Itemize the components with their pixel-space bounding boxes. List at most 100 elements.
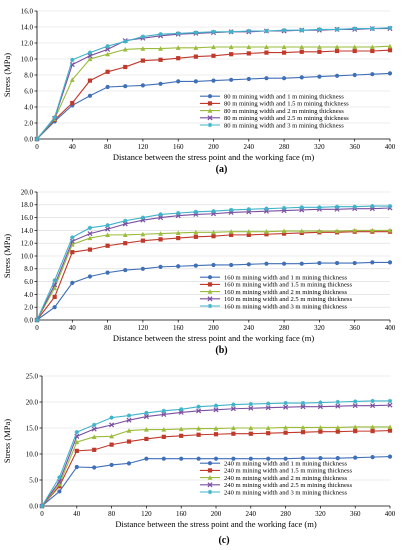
y-tick-label: 6.0 (24, 278, 33, 286)
y-tick-label: 4.0 (24, 103, 33, 111)
data-point (122, 232, 128, 237)
y-tick-label: 0.0 (24, 135, 33, 143)
data-point (158, 57, 163, 62)
data-point (196, 426, 201, 431)
x-tick-label: 320 (314, 324, 325, 332)
legend-marker (207, 461, 213, 466)
data-point (158, 264, 163, 269)
data-point (300, 456, 306, 461)
y-tick-label: 0.0 (24, 316, 33, 324)
data-point (353, 455, 358, 460)
data-point (140, 215, 145, 220)
data-point (281, 44, 287, 50)
data-point (69, 77, 75, 82)
data-point (123, 39, 128, 44)
data-point (158, 46, 163, 51)
x-tick-label: 200 (208, 143, 219, 151)
data-point (158, 32, 163, 37)
data-point (334, 27, 340, 32)
data-point (300, 404, 306, 410)
data-point (92, 422, 97, 427)
data-point (246, 232, 251, 237)
data-point (140, 46, 146, 51)
data-point (92, 447, 97, 452)
data-point (299, 205, 304, 210)
legend-entry: 160 m mining width and 1 m mining thickn… (224, 275, 348, 282)
legend-entry: 240 m mining width and 2 m mining thickn… (224, 475, 348, 482)
data-point (161, 408, 166, 413)
x-tick-label: 280 (279, 324, 290, 332)
data-point (370, 398, 375, 404)
data-point (246, 229, 252, 234)
legend-entry: 160 m mining width and 2.5 m mining thic… (224, 296, 352, 303)
x-tick-label: 400 (385, 510, 396, 518)
data-point (318, 456, 323, 461)
data-point (265, 405, 271, 411)
data-point (318, 429, 323, 434)
data-point (213, 456, 219, 461)
data-point (231, 456, 236, 461)
x-tick-label: 40 (73, 510, 81, 518)
y-tick-label: 8.0 (24, 265, 33, 273)
legend-entry: 240 m mining width and 1 m mining thickn… (224, 461, 348, 468)
data-point (335, 399, 340, 405)
data-point (193, 79, 198, 84)
data-point (87, 274, 93, 279)
data-point (105, 243, 110, 248)
data-point (335, 456, 340, 461)
data-point (370, 48, 375, 54)
data-point (105, 270, 110, 275)
legend-entry: 80 m mining width and 2.5 m mining thick… (224, 115, 349, 122)
y-tick-label: 20.0 (21, 188, 34, 196)
data-point (211, 78, 216, 83)
x-tick-label: 80 (104, 143, 112, 151)
data-point (105, 44, 110, 49)
x-tick-label: 240 (244, 324, 255, 332)
data-point (176, 31, 181, 36)
data-point (34, 136, 40, 142)
data-point (299, 44, 305, 50)
x-tick-label: 280 (279, 143, 290, 151)
x-tick-label: 360 (350, 510, 361, 518)
data-point (176, 79, 181, 84)
data-point (353, 429, 358, 434)
data-point (70, 280, 75, 285)
data-point (387, 428, 393, 433)
data-point (264, 229, 269, 234)
y-tick-label: 5.0 (29, 476, 38, 484)
y-tick-label: 16.0 (21, 7, 34, 15)
data-point (158, 231, 163, 236)
data-point (334, 204, 340, 209)
data-point (299, 228, 305, 234)
panel-caption: (c) (218, 535, 229, 546)
data-point (123, 64, 128, 70)
data-point (352, 44, 358, 50)
data-point (317, 44, 322, 50)
x-tick-label: 160 (173, 324, 184, 332)
data-point (283, 430, 288, 435)
data-point (122, 46, 128, 52)
data-point (317, 228, 322, 234)
data-point (193, 30, 198, 35)
legend-entry: 80 m mining width and 1.5 m mining thick… (224, 101, 349, 108)
legend-marker (207, 489, 213, 495)
data-point (211, 209, 216, 214)
x-tick-label: 240 (244, 143, 255, 151)
data-point (283, 424, 288, 430)
data-point (352, 48, 357, 54)
data-point (231, 431, 236, 436)
data-point (92, 465, 97, 470)
data-point (70, 235, 75, 240)
x-tick-label: 360 (349, 143, 360, 151)
x-tick-label: 0 (40, 510, 44, 518)
data-point (248, 425, 254, 431)
panel-caption: (a) (216, 164, 228, 175)
data-point (266, 456, 271, 461)
data-point (246, 207, 251, 212)
data-point (283, 400, 288, 406)
x-tick-label: 0 (35, 143, 39, 151)
y-tick-label: 18.0 (21, 201, 34, 209)
data-point (158, 81, 163, 86)
data-point (161, 434, 166, 439)
data-point (87, 50, 93, 55)
